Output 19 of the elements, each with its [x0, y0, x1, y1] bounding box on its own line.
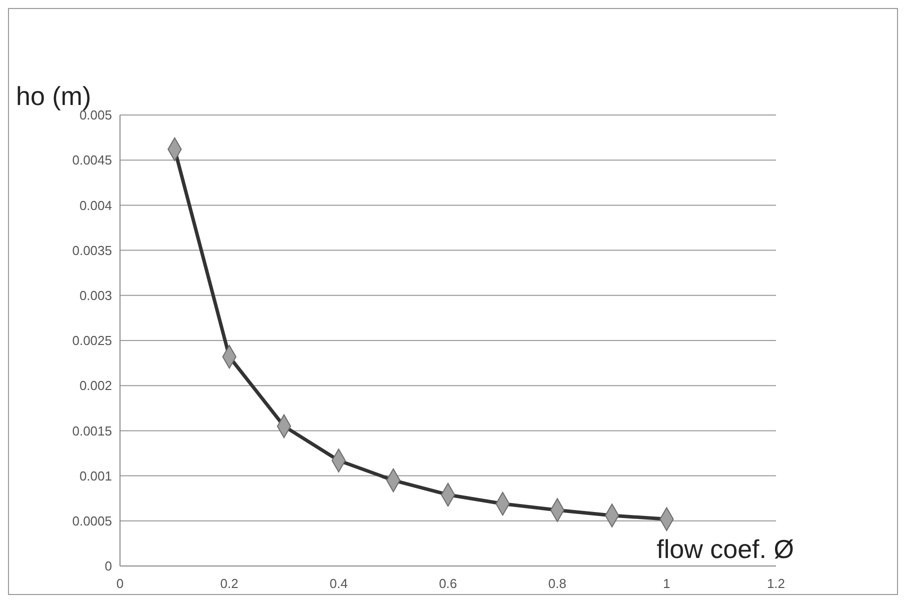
y-tick-label: 0.0045 [72, 152, 112, 168]
y-tick-label: 0.004 [79, 198, 112, 213]
y-tick-label: 0 [104, 558, 112, 574]
x-tick-label: 1 [663, 576, 670, 591]
x-tick-label: 1.2 [766, 576, 786, 591]
x-axis-title: flow coef. Ø [656, 534, 794, 564]
y-tick-label: 0.002 [79, 378, 112, 394]
x-tick-label: 0.6 [438, 576, 458, 591]
x-tick-label: 0.8 [548, 576, 566, 591]
y-tick-label: 0.001 [79, 468, 112, 484]
y-tick-label: 0.003 [79, 288, 112, 303]
y-tick-label: 0.0005 [72, 513, 112, 528]
x-tick-label: 0.4 [330, 576, 348, 591]
y-tick-label: 0.0015 [72, 423, 112, 438]
y-axis-title: ho (m) [16, 81, 92, 111]
x-tick-label: 0.2 [220, 576, 238, 591]
y-tick-label: 0.0035 [72, 242, 112, 258]
y-tick-label: 0.0025 [72, 333, 112, 348]
x-tick-label: 0 [116, 576, 124, 591]
